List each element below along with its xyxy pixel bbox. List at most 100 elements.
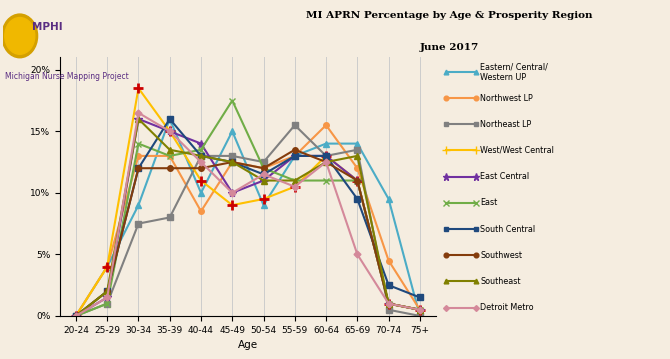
Northeast LP	[135, 222, 143, 226]
East Central	[259, 178, 267, 183]
Text: June 2017: June 2017	[419, 43, 478, 52]
Northwest LP	[259, 166, 267, 171]
East	[416, 308, 424, 312]
Detroit Metro	[135, 111, 143, 115]
Southeast	[197, 154, 205, 158]
Detroit Metro	[291, 185, 299, 189]
Northeast LP	[103, 302, 111, 306]
East Central	[416, 308, 424, 312]
Southwest	[72, 314, 80, 318]
Southeast	[416, 308, 424, 312]
Line: East: East	[72, 97, 423, 320]
Eastern/ Central/
Western UP	[135, 203, 143, 207]
Northwest LP	[353, 166, 361, 171]
Eastern/ Central/
Western UP	[385, 197, 393, 201]
South Central	[416, 295, 424, 300]
Text: East: East	[480, 198, 498, 208]
East Central	[228, 191, 237, 195]
Text: Southeast: Southeast	[480, 277, 521, 286]
West/West Central	[291, 185, 299, 189]
South Central	[197, 154, 205, 158]
Northwest LP	[416, 308, 424, 312]
Southwest	[353, 178, 361, 183]
Southwest	[228, 160, 237, 164]
Southwest	[165, 166, 174, 171]
Southwest	[322, 160, 330, 164]
Text: Northeast LP: Northeast LP	[480, 120, 531, 129]
East Central	[385, 302, 393, 306]
Text: South Central: South Central	[480, 224, 535, 234]
East Central	[353, 178, 361, 183]
Northwest LP	[197, 209, 205, 214]
Eastern/ Central/
Western UP	[165, 117, 174, 121]
West/West Central	[165, 129, 174, 134]
Detroit Metro	[322, 160, 330, 164]
South Central	[165, 117, 174, 121]
Detroit Metro	[165, 129, 174, 134]
East Central	[135, 117, 143, 121]
East	[165, 154, 174, 158]
Northwest LP	[72, 314, 80, 318]
Detroit Metro	[72, 314, 80, 318]
Line: Northwest LP: Northwest LP	[73, 122, 423, 319]
Southwest	[416, 308, 424, 312]
Northeast LP	[353, 148, 361, 152]
South Central	[322, 154, 330, 158]
South Central	[385, 283, 393, 287]
Northeast LP	[197, 154, 205, 158]
Detroit Metro	[259, 172, 267, 177]
Northwest LP	[291, 154, 299, 158]
Northwest LP	[228, 160, 237, 164]
Northwest LP	[103, 265, 111, 269]
Eastern/ Central/
Western UP	[197, 191, 205, 195]
Eastern/ Central/
Western UP	[72, 314, 80, 318]
Eastern/ Central/
Western UP	[259, 203, 267, 207]
East	[322, 178, 330, 183]
Circle shape	[2, 14, 38, 58]
East Central	[103, 295, 111, 300]
Northwest LP	[135, 154, 143, 158]
Text: Northwest LP: Northwest LP	[480, 93, 533, 103]
West/West Central	[103, 265, 111, 269]
East	[135, 141, 143, 146]
X-axis label: Age: Age	[238, 340, 258, 350]
East Central	[72, 314, 80, 318]
Line: Southwest: Southwest	[73, 147, 423, 319]
Detroit Metro	[353, 252, 361, 257]
East	[385, 302, 393, 306]
East Central	[291, 154, 299, 158]
Detroit Metro	[385, 302, 393, 306]
Southeast	[385, 302, 393, 306]
Line: West/West Central: West/West Central	[71, 83, 425, 321]
Text: Southwest: Southwest	[480, 251, 523, 260]
East	[72, 314, 80, 318]
Southwest	[135, 166, 143, 171]
Southeast	[322, 160, 330, 164]
Circle shape	[5, 18, 35, 54]
Northwest LP	[385, 258, 393, 263]
Southeast	[291, 178, 299, 183]
Southwest	[259, 166, 267, 171]
Southeast	[103, 289, 111, 293]
East Central	[322, 154, 330, 158]
Detroit Metro	[103, 295, 111, 300]
West/West Central	[228, 203, 237, 207]
West/West Central	[322, 154, 330, 158]
Line: Southeast: Southeast	[73, 116, 423, 319]
East	[353, 178, 361, 183]
West/West Central	[135, 86, 143, 90]
Southwest	[385, 302, 393, 306]
Northeast LP	[228, 154, 237, 158]
West/West Central	[353, 178, 361, 183]
Line: East Central: East Central	[72, 115, 424, 320]
Southeast	[72, 314, 80, 318]
Line: South Central: South Central	[73, 116, 423, 319]
South Central	[353, 197, 361, 201]
Line: Northeast LP: Northeast LP	[73, 122, 423, 319]
East Central	[197, 141, 205, 146]
Detroit Metro	[416, 308, 424, 312]
Southeast	[353, 154, 361, 158]
Text: East Central: East Central	[480, 172, 529, 181]
West/West Central	[72, 314, 80, 318]
Northeast LP	[416, 314, 424, 318]
